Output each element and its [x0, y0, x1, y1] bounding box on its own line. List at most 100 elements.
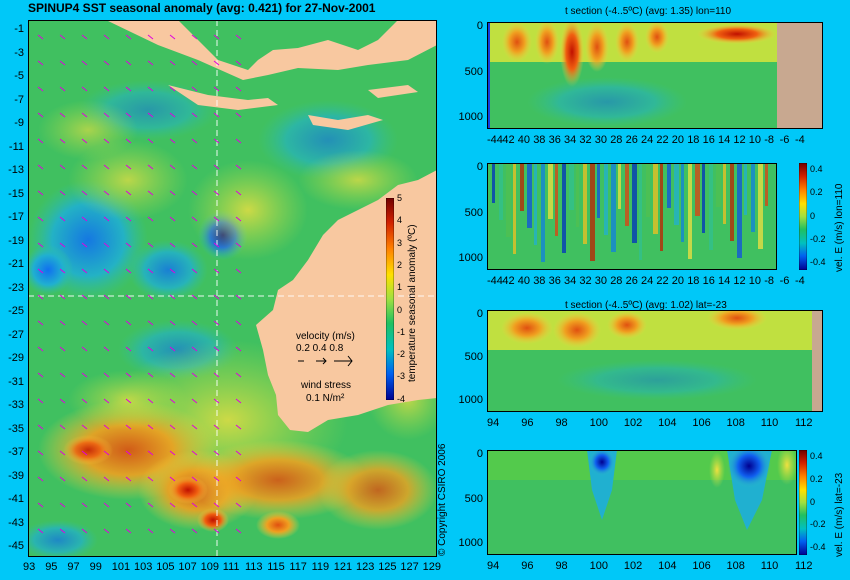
panel2-x-tick: -8 [764, 275, 774, 287]
panel4-x-tick: 108 [726, 560, 745, 572]
panel2-x-tick: 24 [641, 275, 654, 287]
panel1-x-tick: -8 [764, 134, 774, 146]
panel2-x-tick: 40 [517, 275, 531, 287]
sst-colorbar-tick: -1 [397, 326, 406, 337]
panel1-x-tick: 28 [610, 134, 623, 146]
panel2-x-tick: -4 [795, 275, 805, 287]
copyright-text: © Copyright CSIRO 2006 [437, 443, 448, 556]
panel1-x-tick: 10 [748, 134, 762, 146]
map-y-tick: -35 [8, 422, 24, 435]
panel2-x-tick: 16 [702, 275, 715, 287]
panel3-y-tick: 500 [464, 351, 483, 363]
panel3-title: t section (-4..5ºC) (avg: 1.02) lat=-23 [565, 300, 727, 311]
panel4-cb-tick: 0.4 [810, 451, 823, 461]
panel3-x-tick: 106 [692, 417, 711, 429]
panel3-x-tick: 112 [795, 417, 813, 429]
panel3-x-tick: 104 [658, 417, 677, 429]
panel1-y-tick: 500 [464, 65, 483, 78]
panel4-x-tick: 94 [487, 560, 500, 572]
panel2-y-tick: 1000 [458, 252, 483, 264]
panel3-x-tick: 98 [555, 417, 568, 429]
panel1-x-tick: 20 [671, 134, 685, 146]
panel3-x-tick: 108 [726, 417, 745, 429]
sst-colorbar-tick: 3 [397, 237, 403, 248]
panel3-x-tick: 94 [487, 417, 500, 429]
map-y-tick: -9 [14, 117, 24, 129]
map-y-tick: -45 [8, 540, 24, 552]
sst-colorbar-tick: 0 [397, 304, 403, 315]
sst-anomaly-map [28, 20, 437, 557]
sst-colorbar-tick: 1 [397, 282, 403, 293]
panel4-x-tick: 102 [623, 560, 643, 572]
panel4-y-tick: 1000 [458, 537, 483, 549]
panel1-x-tick: -4 [795, 134, 805, 146]
sst-colorbar-tick: 5 [397, 193, 403, 203]
panel1-x-tick: 36 [548, 134, 561, 146]
map-y-tick: -41 [8, 493, 24, 505]
map-x-tick: 99 [89, 561, 102, 573]
velocity-legend-values: 0.2 0.4 0.8 [296, 343, 344, 354]
panel4-x-tick: 96 [521, 560, 534, 572]
map-x-tick: 123 [356, 561, 375, 573]
sst-colorbar-tick: 2 [397, 259, 403, 270]
map-y-tick: -19 [8, 234, 24, 247]
panel2-cb-tick: 0 [810, 210, 816, 221]
vel-colorbar-lat23 [799, 450, 807, 555]
panel1-x-tick: -44 [487, 134, 503, 146]
map-x-tick: 109 [200, 561, 219, 573]
map-x-tick: 105 [156, 561, 175, 573]
map-x-tick: 119 [311, 561, 330, 573]
map-y-tick: -31 [8, 375, 24, 388]
panel2-x-tick: 12 [733, 275, 746, 287]
vel-colorbar-lon110 [799, 163, 807, 270]
panel2-cb-tick: 0.2 [810, 187, 823, 198]
panel1-x-tick: 12 [733, 134, 746, 146]
panel2-y-tick: 500 [464, 206, 483, 219]
panel2-cb-tick: -0.2 [810, 233, 826, 244]
panel2-x-tick: -6 [779, 275, 790, 287]
panel1-x-tick: -6 [779, 134, 790, 146]
panel1-x-tick: 18 [687, 134, 700, 146]
panel4-x-tick: 104 [658, 560, 677, 572]
panel1-y-tick: 0 [476, 20, 483, 32]
map-x-tick: 111 [222, 561, 240, 573]
panel2-x-tick: 30 [594, 275, 608, 287]
panel3-x-tick: 96 [521, 417, 534, 429]
section-temp-lon110 [487, 22, 823, 129]
map-y-tick: -1 [14, 23, 24, 35]
panel4-x-tick: 98 [555, 560, 568, 572]
panel4-y-tick: 500 [464, 492, 483, 505]
map-x-tick: 107 [178, 561, 197, 573]
panel2-x-tick: 20 [671, 275, 685, 287]
panel4-x-tick: 110 [760, 560, 779, 572]
map-x-tick: 129 [422, 561, 441, 573]
sst-colorbar [386, 198, 394, 400]
panel2-x-tick: -44 [487, 275, 503, 287]
panel1-x-tick: 32 [579, 134, 592, 146]
map-y-tick: -5 [14, 70, 24, 82]
panel2-cb-tick: -0.4 [810, 257, 826, 267]
map-y-tick: -23 [8, 281, 24, 294]
panel1-x-tick: 38 [533, 134, 546, 146]
map-y-tick: -11 [8, 140, 24, 153]
panel4-colorbar-label: vel. E (m/s) lat=-23 [834, 472, 845, 557]
panel2-colorbar-label: vel. E (m/s) lon=110 [834, 183, 845, 272]
section-temp-lat23 [487, 310, 823, 412]
panel3-y-tick: 1000 [458, 394, 483, 406]
wind-stress-value: 0.1 N/m² [306, 393, 345, 404]
panel1-x-tick: 30 [594, 134, 608, 146]
map-y-tick: -25 [8, 305, 24, 317]
map-y-tick: -33 [8, 399, 24, 411]
panel2-y-tick: 0 [476, 161, 483, 173]
sst-colorbar-tick: -3 [397, 371, 406, 382]
panel4-cb-tick: -0.4 [810, 542, 826, 552]
map-y-tick: -29 [8, 352, 24, 364]
map-x-tick: 115 [267, 561, 285, 573]
map-y-tick: -15 [8, 187, 24, 200]
panel1-x-tick: 24 [641, 134, 654, 146]
panel2-cb-tick: 0.4 [810, 164, 823, 174]
panel2-x-tick: 18 [687, 275, 700, 287]
panel3-x-tick: 100 [589, 417, 609, 429]
panel1-x-tick: 26 [625, 134, 638, 146]
map-x-tick: 97 [67, 561, 80, 573]
